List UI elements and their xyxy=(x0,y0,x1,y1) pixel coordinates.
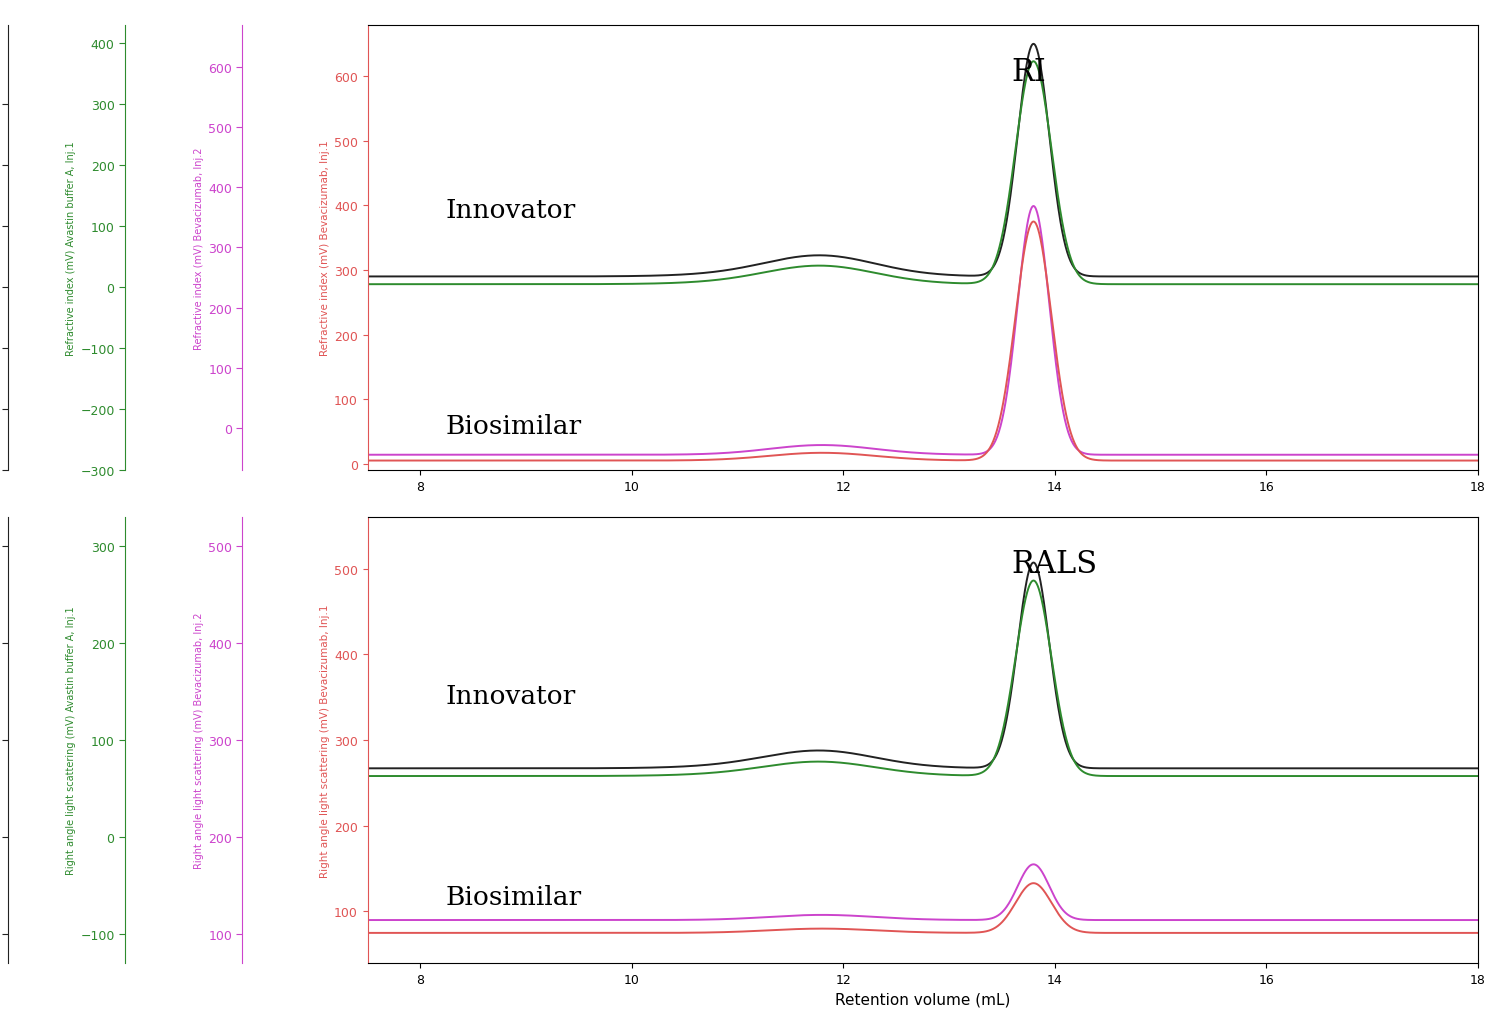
Y-axis label: Right angle light scattering (mV) Bevacizumab, Inj.2: Right angle light scattering (mV) Bevaci… xyxy=(194,612,204,868)
Text: Biosimilar: Biosimilar xyxy=(446,883,582,909)
Text: Innovator: Innovator xyxy=(446,684,576,708)
Y-axis label: Refractive index (mV) Bevacizumab, Inj.1: Refractive index (mV) Bevacizumab, Inj.1 xyxy=(320,141,330,356)
Y-axis label: Right angle light scattering (mV) Bevacizumab, Inj.1: Right angle light scattering (mV) Bevaci… xyxy=(320,603,330,877)
Text: Innovator: Innovator xyxy=(446,198,576,223)
Y-axis label: Right angle light scattering (mV) Avastin buffer A, Inj.1: Right angle light scattering (mV) Avasti… xyxy=(66,606,76,874)
Text: Biosimilar: Biosimilar xyxy=(446,414,582,439)
Y-axis label: Refractive index (mV) Bevacizumab, Inj.2: Refractive index (mV) Bevacizumab, Inj.2 xyxy=(194,147,204,350)
Text: RALS: RALS xyxy=(1011,549,1098,580)
Y-axis label: Refractive index (mV) Avastin buffer A, Inj.1: Refractive index (mV) Avastin buffer A, … xyxy=(66,141,76,356)
Text: RI: RI xyxy=(1011,57,1046,88)
X-axis label: Retention volume (mL): Retention volume (mL) xyxy=(836,991,1010,1006)
